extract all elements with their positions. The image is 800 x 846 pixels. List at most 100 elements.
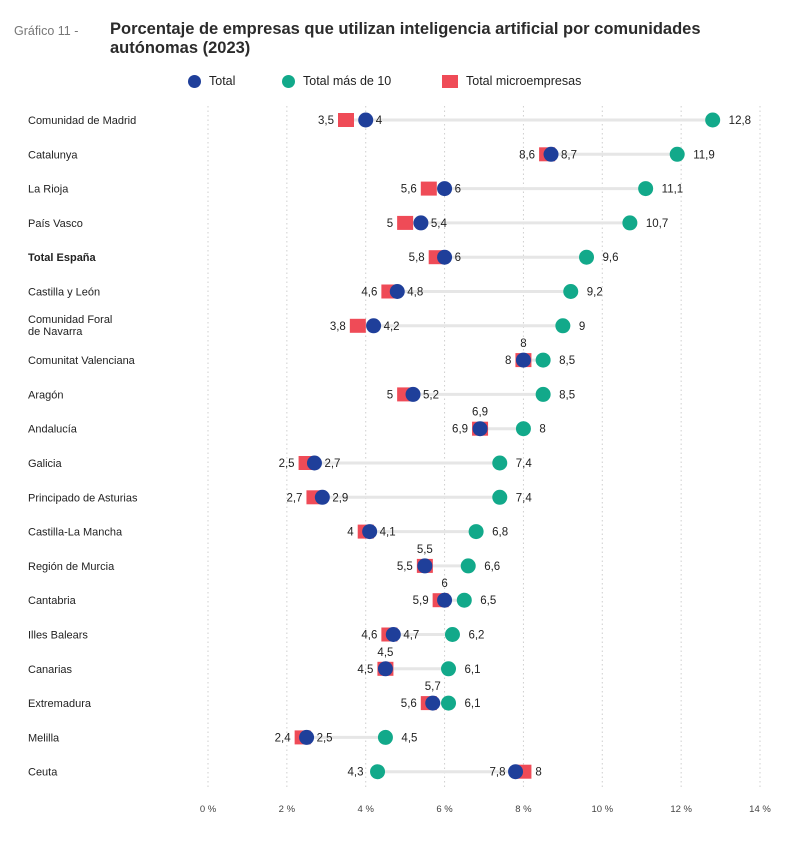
- mas10-marker-extremadura: [441, 695, 457, 711]
- mas10-marker-cantabria: [456, 592, 472, 608]
- mas10-marker-arag-n: [535, 386, 551, 402]
- mas10-marker-melilla: [377, 729, 393, 745]
- total-marker-regi-n-de-murcia: [417, 558, 433, 574]
- legend-label-total: Total: [209, 74, 236, 88]
- category-label: Catalunya: [28, 149, 78, 161]
- mas10-marker-ceuta: [370, 764, 386, 780]
- x-tick-label: 2 %: [279, 804, 296, 815]
- total-value-label: 6: [455, 184, 461, 196]
- micro-marker-comunidad-de-madrid: [338, 113, 354, 127]
- total-value-label: 5,7: [425, 681, 441, 693]
- mas10-marker-castilla-la-mancha: [468, 524, 484, 540]
- category-label: Aragón: [28, 389, 63, 401]
- category-label: Comunidad Foral de Navarra: [28, 314, 112, 338]
- micro-value-label: 2,7: [286, 492, 302, 504]
- total-marker-castilla-y-le-n: [389, 284, 405, 299]
- mas10-value-label: 4,5: [401, 732, 417, 744]
- micro-value-label: 5,6: [401, 698, 417, 710]
- x-tick-label: 14 %: [749, 804, 771, 815]
- mas10-value-label: 12,8: [729, 115, 751, 127]
- category-label: La Rioja: [28, 184, 69, 196]
- legend: Total Total más de 10 Total microempresa…: [0, 72, 800, 96]
- mas10-value-label: 11,9: [693, 149, 715, 161]
- total-value-label: 4,8: [407, 287, 423, 299]
- micro-marker-comunidad-foral-de-navarra: [349, 318, 366, 333]
- category-label: Melilla: [28, 732, 60, 744]
- mas10-value-label: 8,5: [559, 389, 575, 401]
- total-marker-la-rioja: [437, 181, 453, 197]
- total-marker-andaluc-a: [472, 421, 488, 437]
- category-label: Canarias: [28, 664, 73, 676]
- category-label: Principado de Asturias: [28, 492, 138, 504]
- category-label: Comunitat Valenciana: [28, 355, 136, 367]
- micro-value-label: 4,6: [361, 630, 377, 642]
- total-marker-castilla-la-mancha: [362, 524, 378, 540]
- mas10-value-label: 6,8: [492, 527, 508, 539]
- chart-title: Porcentaje de empresas que utilizan inte…: [110, 20, 701, 57]
- legend-item-mas10: Total más de 10: [282, 74, 391, 88]
- category-label: Cantabria: [28, 595, 77, 607]
- total-marker-comunidad-de-madrid: [358, 112, 374, 128]
- micro-value-label: 2,4: [275, 732, 292, 744]
- category-label: Ceuta: [28, 767, 58, 779]
- mas10-marker-total-espa-a: [579, 249, 595, 265]
- x-tick-label: 8 %: [515, 804, 532, 815]
- micro-value-label: 5: [387, 218, 393, 230]
- micro-value-label: 3,5: [318, 115, 334, 127]
- legend-item-micro: Total microempresas: [442, 74, 581, 88]
- total-marker-comunitat-valenciana: [515, 352, 531, 368]
- micro-value-label: 3,8: [330, 321, 346, 333]
- micro-marker-pa-s-vasco: [397, 215, 414, 230]
- category-label: Total España: [28, 252, 97, 264]
- total-marker-arag-n: [405, 386, 421, 402]
- micro-value-label: 8: [505, 355, 511, 367]
- total-value-label: 8,7: [561, 149, 577, 161]
- legend-label-mas10: Total más de 10: [303, 74, 392, 88]
- category-label: Región de Murcia: [28, 561, 115, 573]
- total-value-label: 4: [376, 115, 383, 127]
- mas10-marker-canarias: [441, 661, 457, 677]
- total-marker-galicia: [306, 455, 322, 471]
- total-marker-catalunya: [543, 146, 559, 162]
- total-value-label: 6: [441, 578, 447, 590]
- legend-swatch-total: [188, 74, 201, 88]
- micro-value-label: 4,5: [357, 664, 373, 676]
- mas10-value-label: 7,4: [516, 492, 533, 504]
- mas10-marker-galicia: [492, 455, 508, 471]
- mas10-marker-illes-balears: [444, 627, 460, 642]
- micro-value-label: 5,8: [409, 252, 425, 264]
- total-value-label: 8: [520, 338, 526, 350]
- total-marker-ceuta: [508, 764, 524, 780]
- mas10-value-label: 8,5: [559, 355, 575, 367]
- mas10-value-label: 8: [539, 424, 545, 436]
- mas10-value-label: 9,6: [603, 252, 619, 264]
- category-label: Comunidad de Madrid: [28, 115, 136, 127]
- category-label: Galicia: [28, 458, 63, 470]
- micro-marker-la-rioja: [420, 181, 437, 196]
- total-marker-illes-balears: [385, 627, 401, 642]
- total-marker-total-espa-a: [437, 249, 453, 265]
- category-label: Andalucía: [28, 424, 78, 436]
- x-tick-label: 6 %: [436, 804, 453, 815]
- total-value-label: 2,5: [317, 732, 333, 744]
- legend-swatch-micro: [442, 74, 458, 88]
- mas10-value-label: 7,4: [516, 458, 533, 470]
- mas10-marker-castilla-y-le-n: [563, 284, 579, 299]
- mas10-value-label: 6,1: [465, 664, 481, 676]
- total-marker-cantabria: [437, 592, 453, 608]
- micro-value-label: 4,6: [361, 287, 377, 299]
- chart-number: Gráfico 11 -: [14, 24, 79, 38]
- mas10-marker-regi-n-de-murcia: [460, 558, 476, 574]
- total-marker-canarias: [377, 661, 393, 677]
- mas10-value-label: 11,1: [662, 184, 684, 196]
- total-marker-principado-de-asturias: [314, 489, 330, 505]
- mas10-value-label: 9: [579, 321, 585, 333]
- mas10-value-label: 4,3: [348, 767, 364, 779]
- category-label: Extremadura: [28, 698, 92, 710]
- x-tick-label: 12 %: [670, 804, 692, 815]
- total-value-label: 7,8: [490, 767, 506, 779]
- mas10-marker-comunidad-foral-de-navarra: [555, 318, 571, 334]
- x-tick-label: 0 %: [200, 804, 217, 815]
- total-marker-melilla: [299, 729, 315, 745]
- x-tick-label: 10 %: [591, 804, 613, 815]
